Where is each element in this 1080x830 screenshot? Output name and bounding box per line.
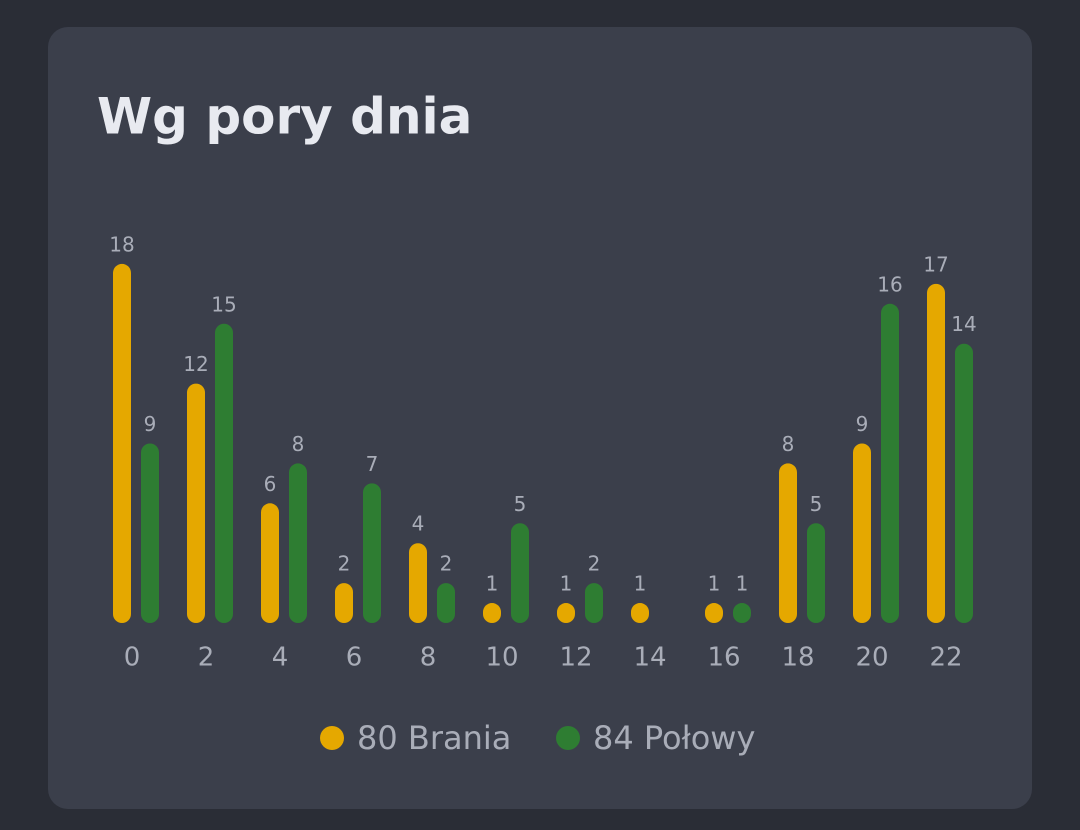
x-tick-label: 8 (420, 643, 437, 673)
value-label: 8 (292, 432, 305, 456)
bar (483, 603, 501, 623)
value-label: 6 (264, 472, 277, 496)
x-tick-label: 2 (198, 643, 215, 673)
value-label: 12 (183, 352, 208, 376)
bar (261, 503, 279, 623)
value-label: 2 (440, 552, 453, 576)
x-tick-label: 4 (272, 643, 289, 673)
value-label: 5 (810, 492, 823, 516)
bar (289, 463, 307, 623)
bar (187, 383, 205, 623)
bar (955, 343, 973, 623)
bar (631, 603, 649, 623)
value-label: 5 (514, 492, 527, 516)
value-label: 15 (211, 292, 236, 316)
value-label: 8 (782, 432, 795, 456)
value-label: 1 (708, 572, 721, 596)
bar (141, 443, 159, 623)
value-label: 14 (951, 312, 976, 336)
legend-marker (556, 726, 580, 750)
value-label: 1 (486, 572, 499, 596)
value-label: 7 (366, 452, 379, 476)
x-tick-label: 6 (346, 643, 363, 673)
legend-marker (320, 726, 344, 750)
x-tick-label: 14 (633, 643, 666, 673)
x-tick-label: 12 (559, 643, 592, 673)
value-label: 9 (144, 412, 157, 436)
x-tick-label: 0 (124, 643, 141, 673)
x-tick-label: 22 (929, 643, 962, 673)
value-label: 1 (634, 572, 647, 596)
value-label: 17 (923, 252, 948, 276)
bar (215, 323, 233, 623)
bar (511, 523, 529, 623)
value-label: 18 (109, 232, 134, 256)
bar (853, 443, 871, 623)
value-label: 9 (856, 412, 869, 436)
value-label: 1 (736, 572, 749, 596)
bar (585, 583, 603, 623)
value-label: 1 (560, 572, 573, 596)
bar (437, 583, 455, 623)
bar (779, 463, 797, 623)
bar (335, 583, 353, 623)
x-tick-label: 18 (781, 643, 814, 673)
bar (705, 603, 723, 623)
legend-label: 84 Połowy (593, 719, 755, 757)
bar (409, 543, 427, 623)
bar (363, 483, 381, 623)
value-label: 2 (588, 552, 601, 576)
value-label: 16 (877, 272, 902, 296)
x-tick-label: 16 (707, 643, 740, 673)
chart-title: Wg pory dnia (97, 88, 472, 146)
bar (927, 283, 945, 623)
bar (807, 523, 825, 623)
bar (733, 603, 751, 623)
legend-label: 80 Brania (357, 719, 511, 757)
bar (881, 303, 899, 623)
x-tick-label: 20 (855, 643, 888, 673)
bar (557, 603, 575, 623)
value-label: 2 (338, 552, 351, 576)
bar (113, 263, 131, 623)
x-tick-label: 10 (485, 643, 518, 673)
value-label: 4 (412, 512, 425, 536)
